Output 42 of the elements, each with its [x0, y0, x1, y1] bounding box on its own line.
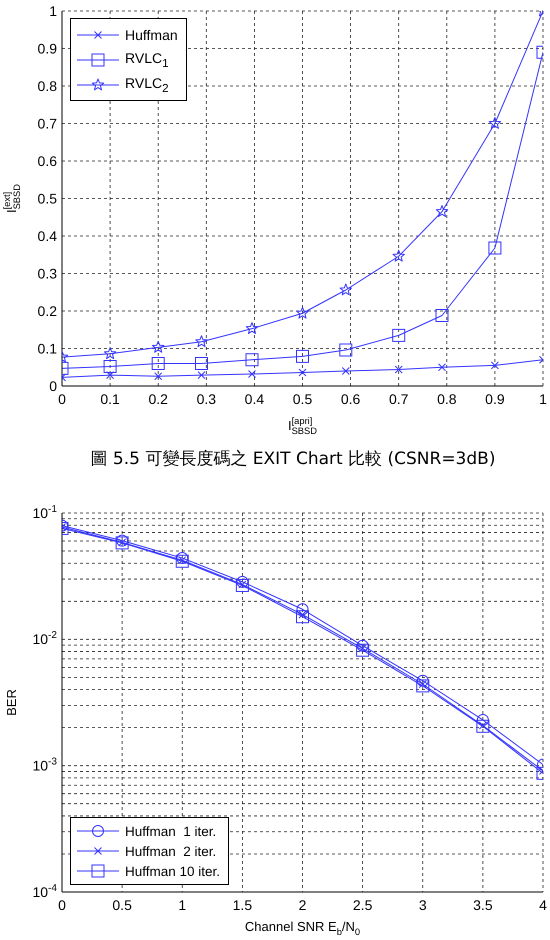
x-tick-label: 0.2: [148, 391, 168, 407]
y-tick-label: 0.8: [38, 78, 58, 94]
legend-label: RVLC$_{2}$: [125, 74, 169, 94]
x-axis-title: Channel SNR E$_{b}$/N$_{0}$: [244, 919, 360, 937]
y-tick-label: 10$^{-2}$: [32, 630, 58, 648]
y-tick-label: 0.6: [38, 152, 58, 169]
x-tick-label: 0.4: [244, 391, 264, 407]
caption: 圖 5.5 可變長度碼之 EXIT Chart 比較 (CSNR=3dB): [90, 448, 496, 471]
x-tick-label: 0.5: [292, 391, 312, 407]
x-tick-label: 0.1: [100, 391, 120, 407]
legend-label: Huffman 10 iter.: [125, 864, 220, 878]
x-tick-label: 1: [539, 391, 548, 407]
legend-label: Huffman 1 iter.: [125, 824, 216, 838]
x-tick-label: 4: [539, 897, 548, 913]
x-tick-label: 0.9: [485, 391, 505, 407]
x-tick-label: 2.5: [352, 897, 373, 913]
y-tick-label: 0.3: [38, 265, 58, 282]
y-tick-label: 1: [49, 2, 58, 19]
y-axis-title: BER: [4, 689, 19, 716]
x-tick-label: 0.8: [437, 391, 457, 407]
x-tick-label: 0.3: [196, 391, 216, 407]
legend-label: Huffman 2 iter.: [125, 844, 216, 858]
y-tick-label: 0.4: [38, 228, 58, 244]
x-tick-label: 0.5: [112, 897, 132, 913]
x-tick-label: 0.6: [340, 391, 361, 407]
legend-label: RVLC$_{1}$: [125, 50, 169, 70]
x-tick-label: 3.5: [473, 897, 493, 913]
y-tick-label: 0.2: [38, 302, 58, 319]
y-tick-label: 0: [49, 378, 58, 394]
x-tick-label: 3: [418, 897, 427, 913]
y-tick-label: 0.9: [38, 40, 58, 56]
x-tick-label: 1: [178, 897, 186, 913]
y-tick-label: 0.7: [38, 115, 58, 132]
y-tick-label: 10$^{-4}$: [32, 882, 58, 900]
legend-label: Huffman: [125, 26, 178, 42]
y-tick-label: 10$^{-3}$: [32, 756, 58, 774]
x-tick-label: 1.5: [232, 897, 252, 913]
y-tick-label: 0.5: [38, 190, 58, 206]
y-tick-label: 0.1: [38, 340, 58, 356]
y-tick-label: 10$^{-1}$: [32, 504, 58, 521]
x-tick-label: 0.7: [388, 391, 409, 407]
x-tick-label: 2: [298, 897, 307, 913]
